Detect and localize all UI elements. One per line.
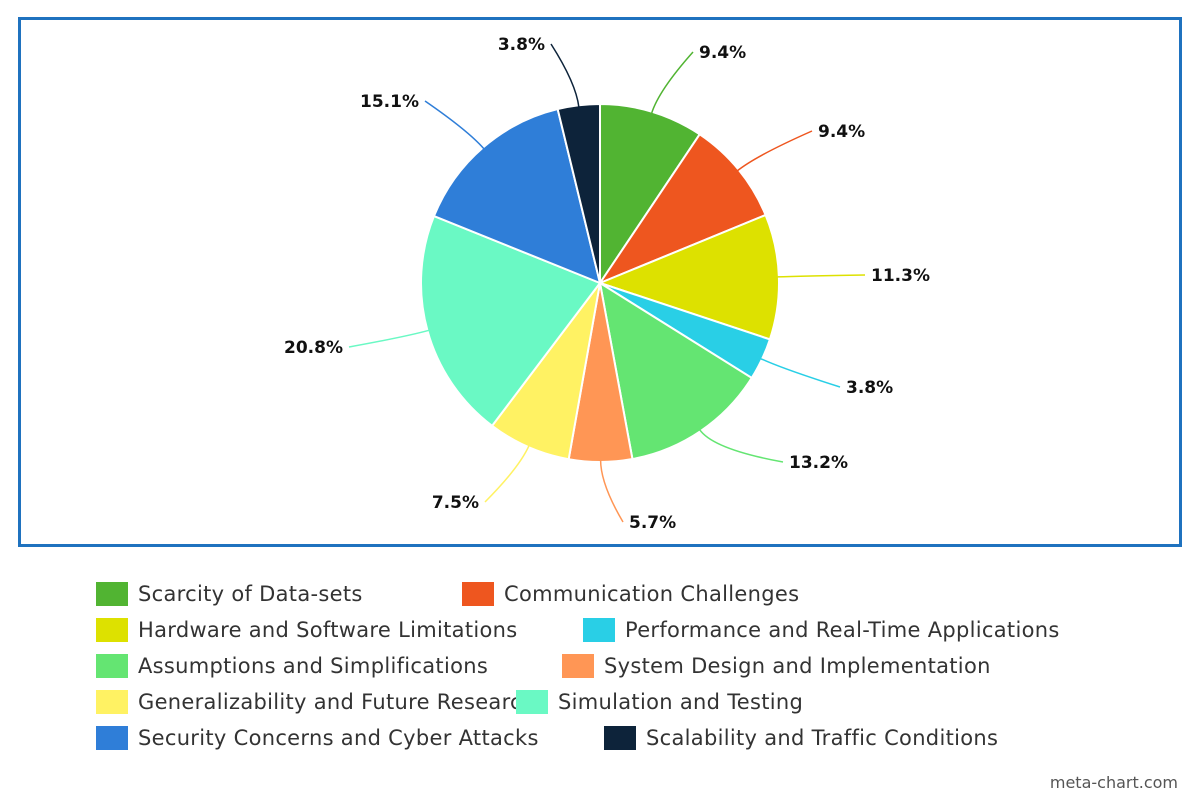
leader-line-8: [348, 329, 430, 348]
slice-label-1: 9.4%: [699, 43, 746, 63]
legend-label: Generalizability and Future Research: [138, 690, 536, 714]
leader-line-9: [424, 100, 485, 150]
legend-row: Generalizability and Future Research Simu…: [96, 688, 1156, 724]
legend-label: Security Concerns and Cyber Attacks: [138, 726, 539, 750]
legend-label: Simulation and Testing: [558, 690, 804, 714]
legend-item-8[interactable]: Simulation and Testing: [516, 688, 803, 716]
legend-item-5[interactable]: Assumptions and Simplifications: [96, 652, 488, 680]
slice-label-4: 3.8%: [846, 378, 893, 398]
legend-label: Scarcity of Data-sets: [138, 582, 363, 606]
credit-text: meta-chart.com: [1049, 773, 1178, 792]
slice-label-7: 7.5%: [432, 493, 479, 513]
leader-line-5: [698, 428, 784, 463]
legend-item-4[interactable]: Performance and Real-Time Applications: [583, 616, 1060, 644]
slice-label-8: 20.8%: [284, 338, 343, 358]
legend-item-2[interactable]: Communication Challenges: [462, 580, 799, 608]
leader-line-10: [550, 43, 580, 108]
leader-line-2: [736, 130, 813, 172]
leader-line-7: [484, 444, 530, 503]
legend-swatch: [516, 690, 548, 714]
slice-label-3: 11.3%: [871, 266, 930, 286]
pie-chart: 9.4% 9.4% 11.3% 3.8% 13.2% 5.7% 7.5% 20.8% 15.1%…: [284, 35, 930, 533]
legend-swatch: [96, 690, 128, 714]
slice-label-6: 5.7%: [629, 513, 676, 533]
legend-item-10[interactable]: Scalability and Traffic Conditions: [604, 724, 998, 752]
legend-swatch: [96, 618, 128, 642]
legend-swatch: [96, 582, 128, 606]
leader-line-3: [776, 274, 866, 278]
legend-label: Communication Challenges: [504, 582, 800, 606]
legend-swatch: [96, 654, 128, 678]
legend-item-7[interactable]: Generalizability and Future Research: [96, 688, 536, 716]
legend-label: Scalability and Traffic Conditions: [646, 726, 999, 750]
chart-frame: 9.4% 9.4% 11.3% 3.8% 13.2% 5.7% 7.5% 20.8% 15.1%…: [18, 17, 1182, 547]
slice-label-9: 15.1%: [360, 92, 419, 112]
legend-item-6[interactable]: System Design and Implementation: [562, 652, 991, 680]
slice-label-5: 13.2%: [789, 453, 848, 473]
legend-row: Security Concerns and Cyber Attacks Scala…: [96, 724, 1156, 760]
legend-label: Hardware and Software Limitations: [138, 618, 518, 642]
leader-line-4: [759, 357, 841, 388]
legend-item-9[interactable]: Security Concerns and Cyber Attacks: [96, 724, 539, 752]
legend-row: Assumptions and Simplifications System De…: [96, 652, 1156, 688]
legend-item-1[interactable]: Scarcity of Data-sets: [96, 580, 363, 608]
legend-swatch: [562, 654, 594, 678]
legend-item-3[interactable]: Hardware and Software Limitations: [96, 616, 518, 644]
legend-swatch: [462, 582, 494, 606]
slice-label-10: 3.8%: [498, 35, 545, 55]
legend-swatch: [96, 726, 128, 750]
legend-swatch: [604, 726, 636, 750]
legend-row: Hardware and Software Limitations Perform…: [96, 616, 1156, 652]
legend-row: Scarcity of Data-sets Communication Chall…: [96, 580, 1156, 616]
legend: Scarcity of Data-sets Communication Chall…: [96, 580, 1156, 760]
slice-label-2: 9.4%: [818, 122, 865, 142]
legend-swatch: [583, 618, 615, 642]
legend-label: Performance and Real-Time Applications: [625, 618, 1060, 642]
leader-line-6: [599, 459, 624, 523]
legend-label: Assumptions and Simplifications: [138, 654, 489, 678]
leader-line-1: [650, 51, 694, 114]
legend-label: System Design and Implementation: [604, 654, 991, 678]
